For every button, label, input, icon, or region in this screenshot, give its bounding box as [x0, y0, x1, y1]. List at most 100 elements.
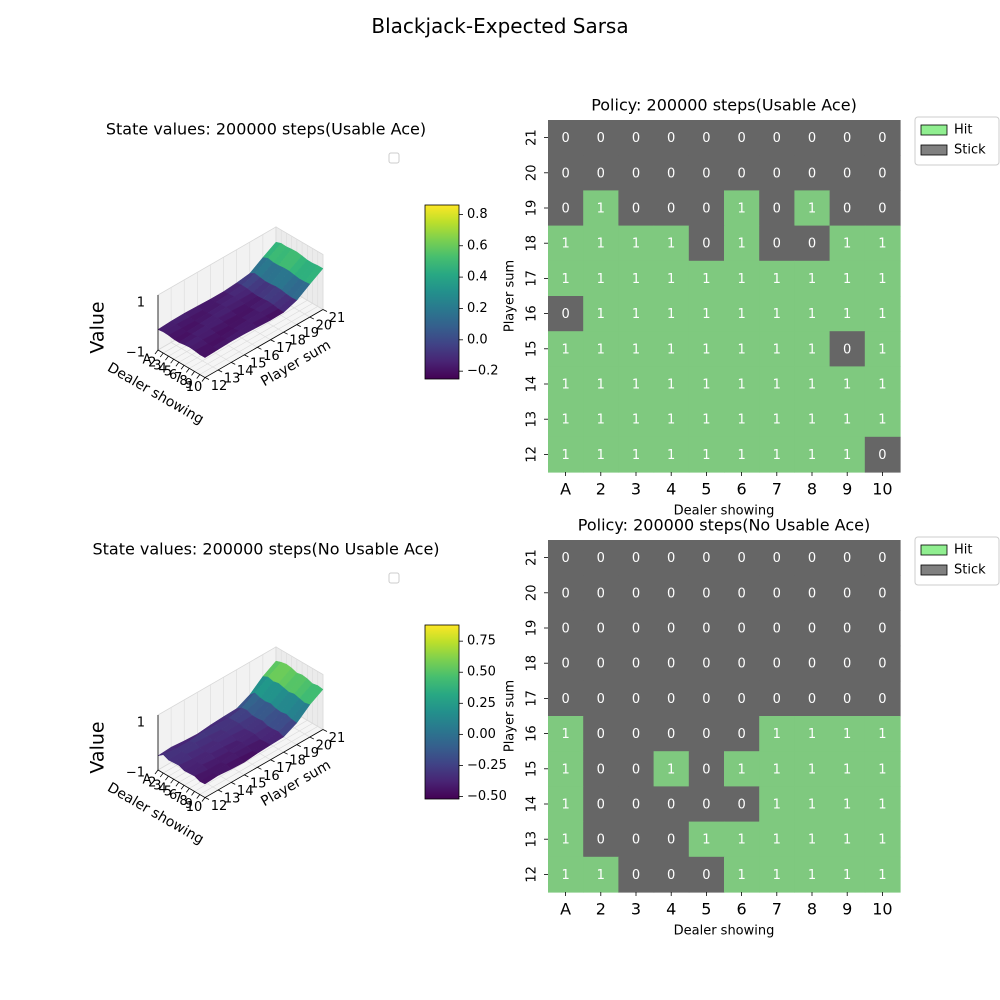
cell-value-label: 0: [737, 692, 745, 707]
x-tick-label: 9: [842, 480, 852, 499]
heatmap-title: Policy: 200000 steps(No Usable Ace): [578, 516, 870, 535]
heatmap-cell: [724, 645, 760, 682]
colorbar: [424, 624, 460, 800]
colorbar-tick-label: 0.6: [467, 238, 488, 253]
colorbar-tick-label: 0.2: [467, 301, 488, 316]
heatmap-cell: [794, 120, 831, 156]
heatmap-cell: [829, 260, 866, 297]
x-tick-label: 7: [772, 480, 782, 499]
y-tick-label: 14: [525, 796, 540, 813]
heatmap-cell: [864, 331, 901, 367]
heatmap-cell: [618, 296, 655, 332]
y-tick-label: 16: [525, 725, 540, 742]
z-tick-label: 1: [137, 296, 145, 311]
heatmap-cell: [724, 120, 760, 156]
cell-value-label: 1: [878, 868, 886, 883]
heatmap-cell: [794, 786, 831, 823]
cell-value-label: 1: [808, 448, 816, 463]
heatmap-cell: [794, 821, 831, 858]
heatmap-cell: [688, 120, 725, 156]
figure-title: Blackjack-Expected Sarsa: [371, 14, 629, 38]
y-tick-label: 13: [224, 791, 241, 806]
x-tick-label: 2: [596, 900, 606, 919]
cell-value-label: 0: [597, 131, 605, 146]
cell-value-label: 0: [737, 551, 745, 566]
heatmap-cell: [864, 610, 901, 647]
cell-value-label: 1: [808, 762, 816, 777]
y-tick: [231, 362, 236, 365]
cell-value-label: 1: [632, 378, 640, 393]
heatmap-cell: [653, 540, 690, 576]
y-tick-label: 17: [276, 761, 293, 776]
heatmap-cell: [864, 821, 901, 858]
cell-value-label: 0: [667, 727, 675, 742]
y-tick: [270, 759, 275, 763]
policy-heatmap-1: Policy: 200000 steps(Usable Ace) 0 0 0 0 0 0 0 0…: [503, 96, 1000, 519]
cell-value-label: 0: [597, 586, 605, 601]
heatmap-cell: [618, 751, 655, 787]
heatmap-cell: [688, 716, 725, 752]
cell-value-label: 0: [597, 762, 605, 777]
policy-heatmap-3: Policy: 200000 steps(No Usable Ace) 0 0 0 0 0…: [503, 516, 1000, 939]
x-tick-label: 4: [666, 480, 676, 499]
heatmap-cell: [688, 190, 725, 227]
heatmap-cell: [688, 575, 725, 611]
y-tick-label: 17: [525, 690, 540, 707]
cell-value-label: 0: [843, 131, 851, 146]
cell-value-label: 0: [843, 586, 851, 601]
x-tick-label: 6: [169, 788, 177, 803]
cell-value-label: 1: [561, 727, 569, 742]
cell-value-label: 0: [702, 551, 710, 566]
cell-value-label: 0: [561, 307, 569, 322]
surface-title: State values: 200000 steps(Usable Ace): [106, 120, 426, 139]
heatmap-cell: [724, 296, 760, 332]
heatmap-cell: [759, 120, 795, 156]
cell-value-label: 1: [702, 413, 710, 428]
x-tick-label: 8: [807, 480, 817, 499]
heatmap-cell: [583, 190, 619, 227]
empty-legend-box: [388, 572, 400, 584]
cell-value-label: 0: [632, 166, 640, 181]
cell-value-label: 1: [737, 762, 745, 777]
x-tick: [186, 788, 190, 793]
x-tick-label: 3: [631, 480, 641, 499]
surface-patch: [199, 772, 219, 785]
y-tick-label: 12: [211, 799, 228, 814]
y-tick: [217, 789, 223, 793]
heatmap-cell: [653, 401, 690, 438]
heatmap-cell: [618, 680, 655, 717]
heatmap-cell: [548, 401, 584, 438]
heatmap-cell: [653, 610, 690, 647]
cell-value-label: 0: [737, 657, 745, 672]
heatmap-cell: [829, 610, 866, 647]
heatmap-cell: [618, 540, 655, 576]
cell-value-label: 1: [843, 448, 851, 463]
heatmap-cell: [583, 856, 619, 893]
cell-value-label: 1: [597, 868, 605, 883]
y-tick-label: 21: [329, 731, 346, 746]
colorbar-tick-label: 0.4: [467, 270, 488, 285]
x-tick-label: A: [143, 773, 152, 788]
heatmap-cell: [794, 225, 831, 262]
heatmap-cell: [548, 296, 584, 332]
y-tick: [296, 324, 301, 327]
heatmap-cell: [583, 120, 619, 156]
cell-value-label: 0: [561, 202, 569, 217]
heatmap-cell: [759, 821, 795, 858]
cell-value-label: 0: [878, 692, 886, 707]
heatmap-cell: [724, 821, 760, 858]
colorbar-tick-label: 0.75: [467, 634, 496, 649]
colorbar-tick-label: −0.2: [467, 364, 499, 379]
cell-value-label: 1: [773, 833, 781, 848]
x-tick: [180, 365, 185, 370]
heatmap-cell: [618, 856, 655, 893]
heatmap-cell: [724, 155, 760, 191]
heatmap-cell: [618, 716, 655, 752]
heatmap-cell: [548, 821, 584, 858]
heatmap-cell: [548, 680, 584, 717]
heatmap-cell: [688, 296, 725, 332]
heatmap-cell: [829, 225, 866, 262]
heatmap-cell: [583, 436, 619, 473]
heatmap-cell: [759, 540, 795, 576]
